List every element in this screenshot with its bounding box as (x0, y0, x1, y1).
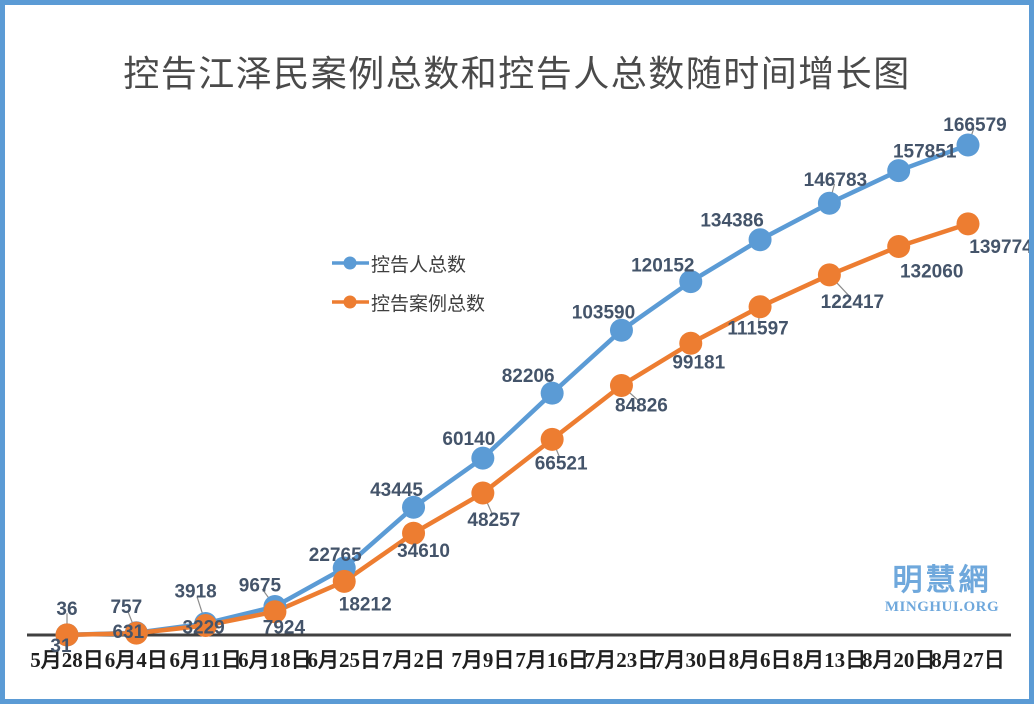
data-label: 157851 (893, 142, 957, 163)
data-label: 43445 (370, 480, 423, 501)
data-point-complainants-8月13日 (817, 191, 841, 215)
x-axis-label: 6月25日 (307, 648, 381, 672)
series-line-cases (64, 221, 971, 638)
x-axis-label: 6月11日 (169, 648, 241, 672)
data-point-cases-7月16日 (540, 427, 564, 451)
x-axis-label: 7月30日 (654, 648, 728, 672)
data-label: 18212 (339, 594, 392, 615)
x-axis-label: 7月2日 (382, 648, 445, 672)
data-point-complainants-7月16日 (540, 381, 564, 405)
legend-marker-blue-icon (332, 256, 369, 270)
data-label: 7924 (263, 618, 306, 639)
chart-legend: 控告人总数 控告案例总数 (332, 251, 485, 329)
data-label: 134386 (700, 211, 763, 232)
data-point-cases-5月28日 (55, 623, 79, 647)
data-label: 99181 (672, 352, 725, 373)
data-label: 120152 (631, 256, 694, 277)
data-label: 631 (112, 622, 144, 643)
data-label: 22765 (309, 545, 362, 566)
data-point-complainants-8月20日 (887, 159, 911, 183)
data-point-cases-7月30日 (679, 331, 703, 355)
legend-label-complainants: 控告人总数 (371, 254, 467, 276)
x-axis-label: 6月4日 (105, 648, 168, 672)
data-label: 48257 (467, 510, 520, 531)
data-point-complainants-8月27日 (956, 133, 980, 157)
data-point-cases-8月6日 (748, 295, 772, 319)
data-point-cases-6月11日 (194, 614, 218, 638)
watermark-english: MINGHUI.ORG (884, 599, 1000, 615)
data-point-complainants-7月30日 (679, 270, 703, 294)
data-label: 9675 (239, 576, 282, 597)
data-label: 34610 (397, 541, 450, 562)
data-point-cases-6月18日 (263, 600, 287, 624)
data-point-cases-7月9日 (471, 481, 495, 505)
data-point-complainants-7月9日 (471, 446, 495, 470)
x-axis-label: 8月20日 (862, 648, 936, 672)
legend-marker-orange-icon (332, 295, 369, 309)
legend-item-cases: 控告案例总数 (332, 290, 486, 315)
data-point-cases-6月4日 (124, 621, 148, 645)
x-axis-label: 7月16日 (515, 648, 589, 672)
data-point-complainants-8月6日 (748, 228, 772, 252)
data-label: 36 (56, 599, 77, 620)
watermark-chinese: 明慧網 (892, 564, 992, 597)
data-label: 84826 (615, 395, 668, 416)
x-axis-label: 5月28日 (30, 648, 104, 672)
data-label: 757 (110, 597, 142, 618)
data-point-complainants-7月23日 (609, 318, 633, 342)
data-label: 82206 (502, 366, 555, 387)
data-label: 132060 (900, 262, 963, 283)
data-label: 139774 (969, 237, 1033, 258)
legend-label-cases: 控告案例总数 (371, 293, 486, 315)
x-axis-label: 7月9日 (451, 648, 514, 672)
data-label: 66521 (535, 453, 588, 474)
data-label: 122417 (821, 292, 884, 313)
minghui-watermark: 明慧網 MINGHUI.ORG (877, 563, 1007, 615)
x-axis-label: 7月23日 (585, 648, 659, 672)
data-label: 3229 (182, 618, 224, 639)
legend-item-complainants: 控告人总数 (332, 251, 485, 276)
data-label: 31 (50, 636, 72, 657)
data-label: 146783 (804, 170, 867, 191)
x-axis-label: 8月27日 (931, 648, 1005, 672)
data-label: 103590 (572, 302, 635, 323)
data-point-cases-6月25日 (332, 569, 356, 593)
data-point-cases-7月2日 (402, 521, 426, 545)
data-label: 60140 (442, 429, 495, 450)
series-line-complainants (64, 142, 971, 638)
data-point-cases-8月20日 (887, 235, 911, 259)
x-axis-label: 8月6日 (729, 648, 792, 672)
data-point-complainants-7月2日 (402, 495, 426, 519)
data-label: 3918 (174, 581, 216, 602)
data-point-cases-8月27日 (956, 212, 980, 236)
data-label: 111597 (727, 319, 788, 340)
x-axis-label: 8月13日 (793, 648, 867, 672)
data-point-cases-8月13日 (817, 263, 841, 287)
chart-title: 控告江泽民案例总数和控告人总数随时间增长图 (123, 54, 911, 94)
data-label: 166579 (943, 115, 1006, 136)
x-axis-label: 6月18日 (238, 648, 312, 672)
data-point-cases-7月23日 (609, 373, 633, 397)
